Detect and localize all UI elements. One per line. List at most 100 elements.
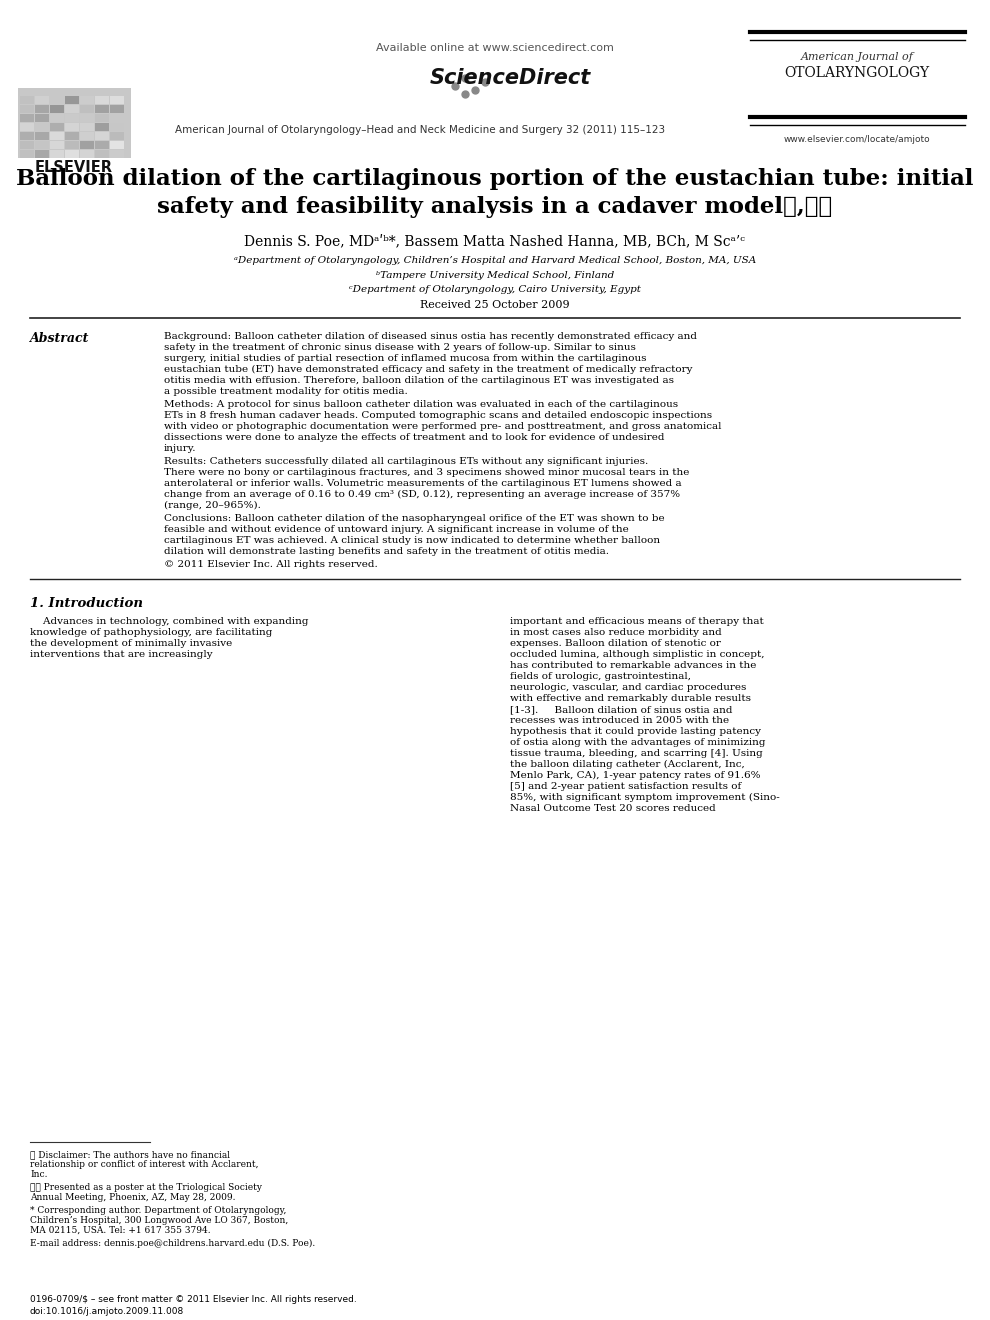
Bar [80, 141, 94, 149]
Text: [1-3].     Balloon dilation of sinus ostia and: [1-3]. Balloon dilation of sinus ostia a… [510, 705, 733, 714]
Text: ScienceDirect: ScienceDirect [430, 69, 591, 88]
Text: eustachian tube (ET) have demonstrated efficacy and safety in the treatment of m: eustachian tube (ET) have demonstrated e… [164, 366, 692, 374]
Bar [95, 141, 109, 149]
Text: ᵃDepartment of Otolaryngology, Children’s Hospital and Harvard Medical School, B: ᵃDepartment of Otolaryngology, Children’… [234, 256, 756, 265]
Text: change from an average of 0.16 to 0.49 cm³ (SD, 0.12), representing an average i: change from an average of 0.16 to 0.49 c… [164, 490, 680, 499]
Bar [35, 96, 49, 104]
Text: injury.: injury. [164, 444, 196, 453]
Text: otitis media with effusion. Therefore, balloon dilation of the cartilaginous ET : otitis media with effusion. Therefore, b… [164, 376, 674, 385]
Text: MA 02115, USA. Tel: +1 617 355 3794.: MA 02115, USA. Tel: +1 617 355 3794. [30, 1226, 211, 1236]
Text: ☆☆ Presented as a poster at the Triological Society: ☆☆ Presented as a poster at the Triologi… [30, 1183, 262, 1192]
Text: with effective and remarkably durable results: with effective and remarkably durable re… [510, 694, 751, 704]
Text: surgery, initial studies of partial resection of inflamed mucosa from within the: surgery, initial studies of partial rese… [164, 354, 646, 363]
Text: in most cases also reduce morbidity and: in most cases also reduce morbidity and [510, 628, 722, 638]
Text: occluded lumina, although simplistic in concept,: occluded lumina, although simplistic in … [510, 649, 764, 659]
Bar [110, 114, 124, 121]
Text: ᵇTampere University Medical School, Finland: ᵇTampere University Medical School, Finl… [376, 271, 614, 280]
Text: ᶜDepartment of Otolaryngology, Cairo University, Egypt: ᶜDepartment of Otolaryngology, Cairo Uni… [349, 285, 641, 294]
Bar [35, 106, 49, 114]
Text: There were no bony or cartilaginous fractures, and 3 specimens showed minor muco: There were no bony or cartilaginous frac… [164, 469, 689, 477]
Bar [110, 141, 124, 149]
Text: Menlo Park, CA), 1-year patency rates of 91.6%: Menlo Park, CA), 1-year patency rates of… [510, 771, 760, 780]
Bar [65, 141, 79, 149]
Text: Balloon dilation of the cartilaginous portion of the eustachian tube: initial: Balloon dilation of the cartilaginous po… [16, 168, 974, 190]
Bar [35, 123, 49, 131]
Text: has contributed to remarkable advances in the: has contributed to remarkable advances i… [510, 661, 756, 671]
Text: Methods: A protocol for sinus balloon catheter dilation was evaluated in each of: Methods: A protocol for sinus balloon ca… [164, 400, 678, 409]
Bar [50, 123, 64, 131]
Text: American Journal of Otolaryngology–Head and Neck Medicine and Surgery 32 (2011) : American Journal of Otolaryngology–Head … [175, 125, 665, 135]
Bar [65, 96, 79, 104]
Text: safety and feasibility analysis in a cadaver model★,☆☆: safety and feasibility analysis in a cad… [157, 195, 833, 218]
Text: 0196-0709/$ – see front matter © 2011 Elsevier Inc. All rights reserved.: 0196-0709/$ – see front matter © 2011 El… [30, 1295, 356, 1304]
Bar [80, 123, 94, 131]
Text: a possible treatment modality for otitis media.: a possible treatment modality for otitis… [164, 387, 408, 396]
Text: Advances in technology, combined with expanding: Advances in technology, combined with ex… [30, 616, 309, 626]
Text: Results: Catheters successfully dilated all cartilaginous ETs without any signif: Results: Catheters successfully dilated … [164, 457, 648, 466]
Bar [50, 106, 64, 114]
Bar [95, 96, 109, 104]
Text: knowledge of pathophysiology, are facilitating: knowledge of pathophysiology, are facili… [30, 628, 272, 638]
Bar [50, 96, 64, 104]
Text: dissections were done to analyze the effects of treatment and to look for eviden: dissections were done to analyze the eff… [164, 433, 664, 442]
Bar [95, 132, 109, 140]
Bar [65, 106, 79, 114]
Bar [110, 132, 124, 140]
Bar [95, 114, 109, 121]
Text: doi:10.1016/j.amjoto.2009.11.008: doi:10.1016/j.amjoto.2009.11.008 [30, 1307, 184, 1316]
Bar [35, 132, 49, 140]
Bar [110, 123, 124, 131]
Text: © 2011 Elsevier Inc. All rights reserved.: © 2011 Elsevier Inc. All rights reserved… [164, 560, 378, 569]
Bar [95, 106, 109, 114]
Text: hypothesis that it could provide lasting patency: hypothesis that it could provide lasting… [510, 727, 761, 737]
Bar [80, 150, 94, 158]
Text: expenses. Balloon dilation of stenotic or: expenses. Balloon dilation of stenotic o… [510, 639, 721, 648]
Text: (range, 20–965%).: (range, 20–965%). [164, 502, 261, 510]
Text: cartilaginous ET was achieved. A clinical study is now indicated to determine wh: cartilaginous ET was achieved. A clinica… [164, 536, 660, 545]
Text: important and efficacious means of therapy that: important and efficacious means of thera… [510, 616, 763, 626]
Bar [18, 88, 131, 158]
Bar [50, 150, 64, 158]
Text: interventions that are increasingly: interventions that are increasingly [30, 649, 213, 659]
Bar [110, 96, 124, 104]
Text: with video or photographic documentation were performed pre- and posttreatment, : with video or photographic documentation… [164, 422, 722, 432]
Bar [80, 106, 94, 114]
Text: Inc.: Inc. [30, 1170, 48, 1179]
Bar [110, 150, 124, 158]
Text: Nasal Outcome Test 20 scores reduced: Nasal Outcome Test 20 scores reduced [510, 804, 716, 813]
Text: Conclusions: Balloon catheter dilation of the nasopharyngeal orifice of the ET w: Conclusions: Balloon catheter dilation o… [164, 513, 664, 523]
Bar [110, 106, 124, 114]
Text: * Corresponding author. Department of Otolaryngology,: * Corresponding author. Department of Ot… [30, 1206, 286, 1214]
Text: safety in the treatment of chronic sinus disease with 2 years of follow-up. Simi: safety in the treatment of chronic sinus… [164, 343, 636, 352]
Bar [20, 106, 34, 114]
Bar [20, 96, 34, 104]
Bar [95, 150, 109, 158]
Bar [65, 123, 79, 131]
Bar [80, 132, 94, 140]
Text: 1. Introduction: 1. Introduction [30, 597, 143, 610]
Text: anterolateral or inferior walls. Volumetric measurements of the cartilaginous ET: anterolateral or inferior walls. Volumet… [164, 479, 682, 488]
Bar [20, 132, 34, 140]
Bar [80, 96, 94, 104]
Bar [80, 114, 94, 121]
Text: Children’s Hospital, 300 Longwood Ave LO 367, Boston,: Children’s Hospital, 300 Longwood Ave LO… [30, 1216, 288, 1225]
Text: ★ Disclaimer: The authors have no financial: ★ Disclaimer: The authors have no financ… [30, 1150, 230, 1159]
Bar [50, 132, 64, 140]
Bar [65, 114, 79, 121]
Text: Abstract: Abstract [30, 333, 89, 345]
Text: E-mail address: dennis.poe@childrens.harvard.edu (D.S. Poe).: E-mail address: dennis.poe@childrens.har… [30, 1239, 315, 1249]
Text: feasible and without evidence of untoward injury. A significant increase in volu: feasible and without evidence of untowar… [164, 525, 629, 535]
Text: the development of minimally invasive: the development of minimally invasive [30, 639, 233, 648]
Text: tissue trauma, bleeding, and scarring [4]. Using: tissue trauma, bleeding, and scarring [4… [510, 748, 762, 758]
Text: Received 25 October 2009: Received 25 October 2009 [420, 300, 570, 310]
Text: www.elsevier.com/locate/amjoto: www.elsevier.com/locate/amjoto [784, 136, 931, 144]
Text: Available online at www.sciencedirect.com: Available online at www.sciencedirect.co… [376, 44, 614, 53]
Text: relationship or conflict of interest with Acclarent,: relationship or conflict of interest wit… [30, 1160, 258, 1170]
Bar [35, 141, 49, 149]
Text: recesses was introduced in 2005 with the: recesses was introduced in 2005 with the [510, 715, 729, 725]
Text: OTOLARYNGOLOGY: OTOLARYNGOLOGY [784, 66, 930, 81]
Bar [95, 123, 109, 131]
Bar [20, 114, 34, 121]
Text: Dennis S. Poe, MDᵃʹᵇ*, Bassem Matta Nashed Hanna, MB, BCh, M Scᵃ’ᶜ: Dennis S. Poe, MDᵃʹᵇ*, Bassem Matta Nash… [245, 234, 745, 248]
Bar [20, 150, 34, 158]
